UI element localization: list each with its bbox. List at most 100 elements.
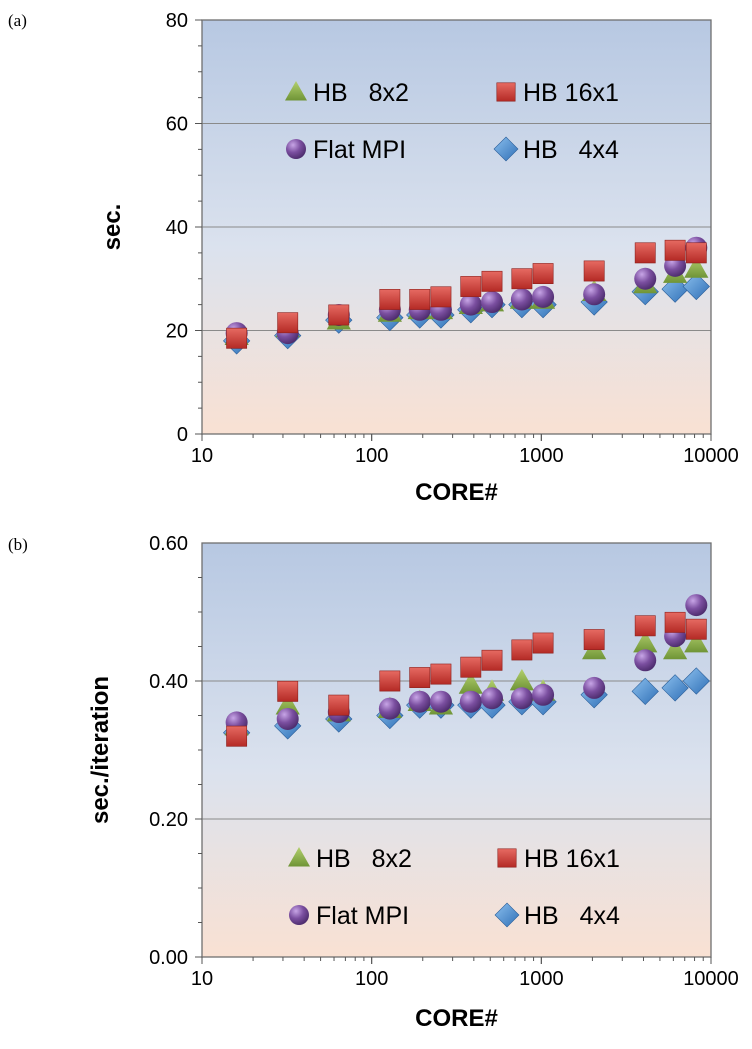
y-tick-label: 0.20 xyxy=(149,809,188,831)
y-tick-label: 0.60 xyxy=(149,533,188,555)
legend-marker-diamond xyxy=(494,902,520,928)
data-point-circle xyxy=(429,690,452,713)
data-point-square xyxy=(379,289,401,310)
data-point-square xyxy=(328,694,350,716)
data-point-triangle xyxy=(458,672,483,694)
panel-label: (a) xyxy=(8,11,27,30)
data-point-square xyxy=(226,327,248,349)
data-point-square xyxy=(226,725,248,747)
x-axis-title: CORE# xyxy=(415,1005,498,1032)
x-tick-label: 1000 xyxy=(519,445,564,467)
y-tick-label: 40 xyxy=(166,217,188,239)
x-tick-label: 10000 xyxy=(683,445,739,467)
data-point-square xyxy=(685,618,707,640)
data-point-square xyxy=(664,239,686,261)
data-point-square xyxy=(430,663,452,685)
data-point-diamond xyxy=(631,677,659,705)
data-point-circle xyxy=(634,267,657,290)
legend-marker-square xyxy=(497,848,517,868)
data-point-circle xyxy=(510,687,533,710)
x-tick-label: 10 xyxy=(191,968,213,990)
legend-marker-circle xyxy=(286,139,306,159)
data-point-circle xyxy=(459,690,482,713)
y-axis-title: sec./iteration xyxy=(87,676,114,824)
data-point-square xyxy=(664,611,686,633)
data-point-circle xyxy=(378,697,401,720)
data-point-circle xyxy=(510,288,533,311)
data-point-diamond xyxy=(682,272,710,301)
y-tick-label: 0.40 xyxy=(149,671,188,693)
y-tick-label: 20 xyxy=(166,321,188,343)
chart-panel-a: 0 20 40 60 80 10 100 1000 10000 CORE# sec. (a) HB 8x… xyxy=(8,10,739,506)
data-point-square xyxy=(409,667,431,688)
data-markers xyxy=(223,236,710,355)
data-point-triangle xyxy=(633,630,658,653)
y-tick-label: 0 xyxy=(177,424,188,446)
chart-panel-b: 0.00 0.20 0.40 0.60 10 100 1000 10000 CORE# sec./… xyxy=(8,533,739,1032)
legend-entry-label: HB 16x1 xyxy=(524,845,620,873)
y-tick-label: 80 xyxy=(166,10,188,32)
data-point-square xyxy=(583,629,605,651)
x-tick-label: 100 xyxy=(355,445,388,467)
data-markers xyxy=(223,594,710,747)
x-axis-title: CORE# xyxy=(415,479,498,506)
data-point-triangle xyxy=(275,693,300,715)
legend-marker-square xyxy=(496,82,516,102)
legend: HB 8x2 HB 16x1 Flat MPI HB 4x4 xyxy=(288,845,620,930)
legend-entry-label: HB 16x1 xyxy=(523,79,619,107)
data-point-circle xyxy=(481,687,504,710)
data-point-square xyxy=(685,242,707,264)
x-tick-label: 100 xyxy=(355,968,388,990)
data-point-square xyxy=(511,639,533,661)
data-point-triangle xyxy=(684,256,709,278)
legend-entry-label: HB 4x4 xyxy=(524,902,620,930)
data-point-square xyxy=(328,304,350,326)
legend-entry-label: Flat MPI xyxy=(316,902,409,930)
data-point-square xyxy=(481,649,503,671)
data-point-circle xyxy=(532,683,555,706)
data-point-diamond xyxy=(661,275,689,303)
legend-entry-label: Flat MPI xyxy=(313,136,406,164)
legend-marker-triangle xyxy=(288,847,310,867)
data-point-circle xyxy=(481,291,504,314)
data-point-diamond xyxy=(682,667,710,695)
data-point-square xyxy=(532,632,554,654)
legend-entry-label: HB 8x2 xyxy=(313,79,409,107)
data-point-square xyxy=(634,615,656,637)
data-point-circle xyxy=(459,293,482,316)
data-point-circle xyxy=(276,707,299,730)
data-point-square xyxy=(481,270,503,292)
data-point-diamond xyxy=(661,674,689,702)
legend: HB 8x2 HB 16x1 Flat MPI HB 4x4 xyxy=(285,79,619,164)
legend-marker-diamond xyxy=(493,136,519,162)
plot-area xyxy=(202,543,711,957)
x-tick-label: 1000 xyxy=(519,968,564,990)
legend-marker-circle xyxy=(289,905,309,925)
data-point-circle xyxy=(685,594,708,617)
data-point-square xyxy=(511,268,533,290)
y-axis-title: sec. xyxy=(99,204,126,251)
data-point-square xyxy=(409,289,431,310)
legend-entry-label: HB 8x2 xyxy=(316,845,412,873)
data-point-triangle xyxy=(684,630,709,653)
data-point-square xyxy=(277,680,299,702)
x-tick-label: 10 xyxy=(191,445,213,467)
data-point-circle xyxy=(634,649,657,672)
x-tick-label: 10000 xyxy=(683,968,739,990)
y-tick-label: 60 xyxy=(166,114,188,136)
data-point-circle xyxy=(583,676,606,699)
data-point-circle xyxy=(583,283,606,306)
y-tick-label: 0.00 xyxy=(149,947,188,969)
data-point-circle xyxy=(532,285,555,308)
data-point-square xyxy=(430,286,452,308)
data-point-square xyxy=(634,242,656,264)
data-point-square xyxy=(460,276,482,297)
legend-entry-label: HB 4x4 xyxy=(523,136,619,164)
data-point-circle xyxy=(408,690,431,713)
data-point-square xyxy=(379,670,401,692)
data-point-square xyxy=(277,312,299,334)
data-point-square xyxy=(532,263,554,284)
data-point-triangle xyxy=(663,637,688,660)
data-point-square xyxy=(583,260,605,282)
